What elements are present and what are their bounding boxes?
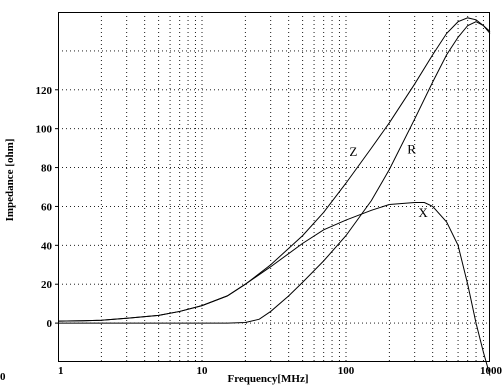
- curves: [57, 17, 491, 376]
- series-line-z: [57, 17, 491, 322]
- y-tick-label: 0: [47, 318, 53, 330]
- series-label-z: Z: [349, 144, 357, 159]
- y-tick-label: 80: [41, 163, 53, 175]
- series-label-r: R: [407, 142, 416, 157]
- y-tick-label: 100: [36, 124, 53, 136]
- grid: [58, 12, 490, 362]
- series-line-r: [58, 21, 491, 324]
- y-tick-label: 60: [41, 201, 53, 213]
- series-label-x: X: [418, 205, 428, 220]
- y-tick-label: 120: [36, 85, 53, 97]
- stray-zero-label: 0: [0, 371, 6, 383]
- y-tick-label: 40: [41, 240, 53, 252]
- x-tick-label: 1: [58, 365, 64, 377]
- x-tick-label: 100: [338, 365, 355, 377]
- x-tick-label: 10: [197, 365, 209, 377]
- x-axis-title: Frequency[MHz]: [227, 373, 308, 385]
- y-axis-title: Impedance [ohm]: [4, 139, 16, 222]
- curve-labels: Z R X: [349, 142, 428, 220]
- x-tick-label: 1000: [480, 365, 503, 377]
- plot-frame: [58, 12, 490, 362]
- y-tick-label: 20: [41, 279, 53, 291]
- series-line-x: [57, 202, 491, 376]
